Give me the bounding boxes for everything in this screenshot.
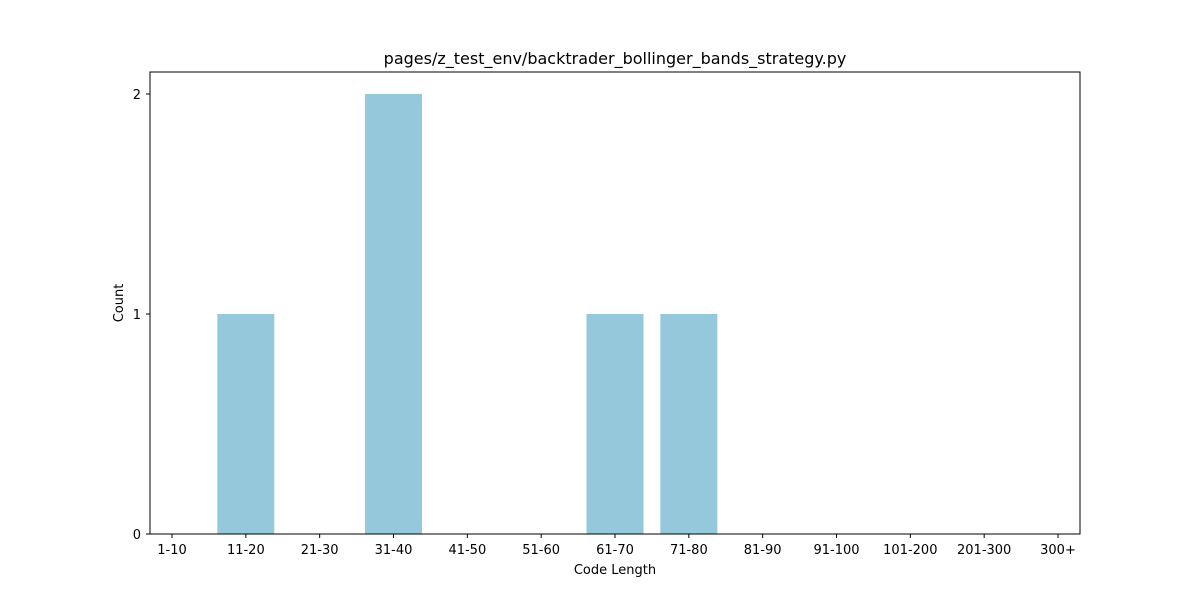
x-tick-label: 71-80 [670,543,708,558]
x-tick-label: 41-50 [448,543,486,558]
x-tick-label: 51-60 [522,543,560,558]
plot-frame [149,71,1081,535]
y-tick-label: 1 [133,308,141,323]
bar-11-20 [217,314,275,534]
chart-title: pages/z_test_env/backtrader_bollinger_ba… [384,49,847,69]
x-tick-label: 91-100 [813,543,859,558]
x-tick-label: 201-300 [957,543,1011,558]
bar-71-80 [660,314,718,534]
x-axis-label: Code Length [574,563,656,578]
bar-31-40 [365,94,422,534]
bar-61-70 [586,314,644,534]
x-tick-label: 81-90 [744,543,782,558]
x-tick-label: 1-10 [157,543,187,558]
y-axis-label: Count [112,284,127,323]
y-tick-label: 0 [133,528,141,543]
y-axis-ticks: 0 1 2 [133,88,150,543]
y-tick-label: 2 [133,88,141,103]
x-tick-label: 11-20 [227,543,265,558]
x-tick-label: 61-70 [596,543,634,558]
x-axis-ticks: 1-10 11-20 21-30 31-40 41-50 51-60 61-70 71-80 8… [157,534,1076,558]
x-tick-label: 21-30 [301,543,339,558]
bars-group [217,94,718,534]
x-tick-label: 101-200 [883,543,937,558]
x-tick-label: 31-40 [375,543,413,558]
x-tick-label: 300+ [1040,543,1076,558]
